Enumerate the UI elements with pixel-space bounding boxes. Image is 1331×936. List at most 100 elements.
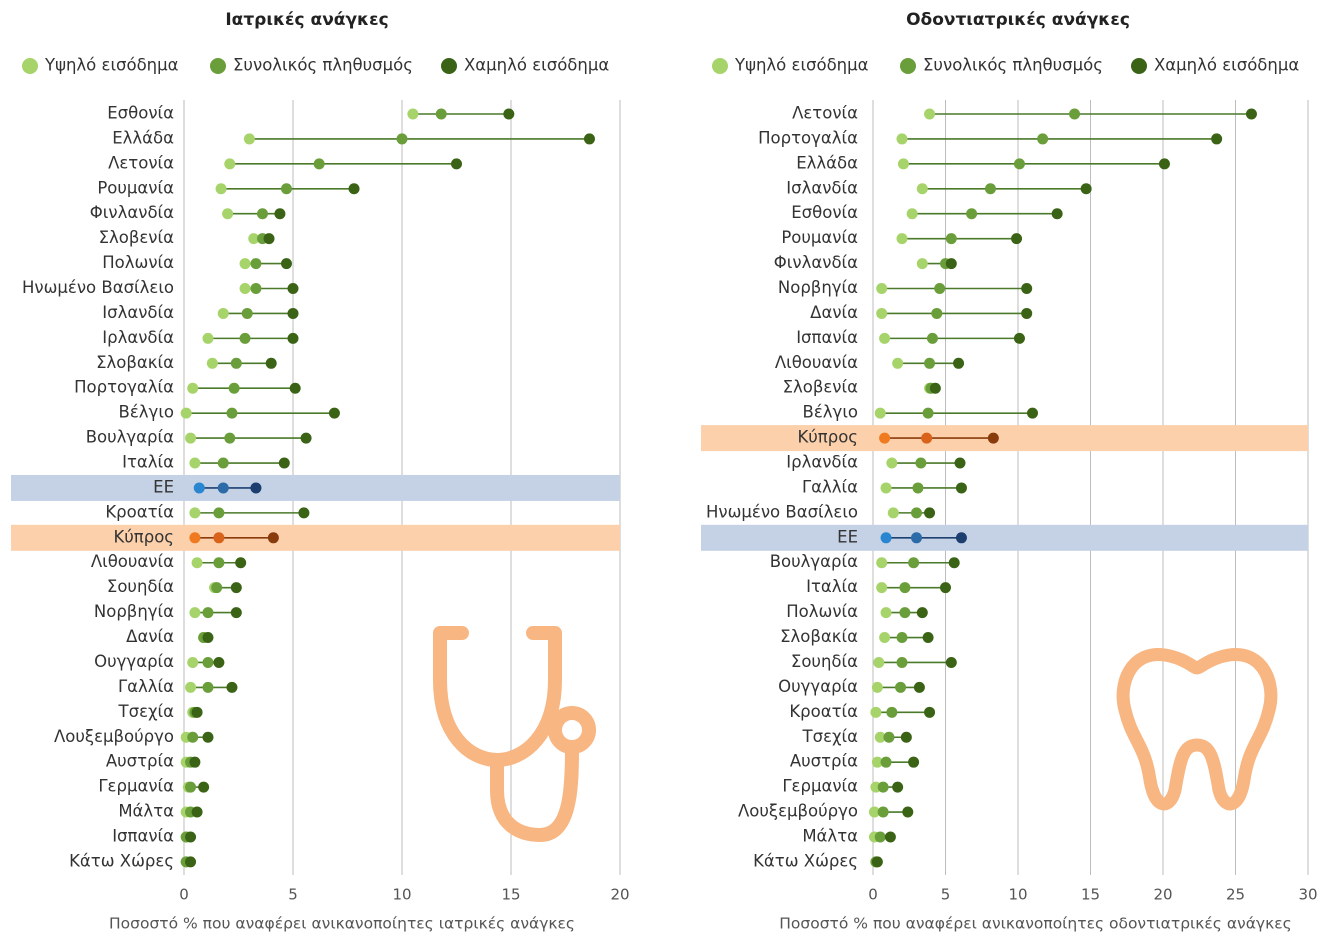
highlight-band [11,474,620,501]
dot [871,681,883,693]
category-label: Σλοβακία [96,353,174,372]
dot [217,307,229,319]
legend-label: Συνολικός πληθυσμός [233,56,413,75]
category-label: Λιθουανία [775,353,858,372]
dot [883,731,895,743]
category-label: Εσθονία [107,104,174,123]
dot [224,432,236,444]
category-label: Τσεχία [802,727,859,746]
category-label: Γερμανία [98,777,174,796]
dot [874,407,886,419]
dot [226,407,238,419]
dot [1245,108,1257,120]
dot [886,706,898,718]
dot [206,357,218,369]
dot [886,457,898,469]
category-label: Πολωνία [786,602,858,621]
dot [503,108,515,120]
dot [191,806,203,818]
dot [955,482,967,494]
dot [230,607,242,619]
dot [280,258,292,270]
dot [583,133,595,145]
highlight-band [701,524,1308,551]
legend-label: Χαμηλό εισόδημα [1154,56,1299,75]
dot [1027,407,1038,419]
dot [187,731,199,743]
chart-title: Οδοντιατρικές ανάγκες [906,10,1130,30]
dot [215,183,227,195]
bands [701,425,1308,551]
category-label: Πολωνία [102,253,174,272]
dot [899,582,911,594]
dot [300,432,312,444]
highlight-band [701,425,1308,452]
x-tick-label: 5 [288,886,298,904]
category-label: Ισπανία [112,826,174,845]
dot [892,357,904,369]
stethoscope-icon [433,626,596,842]
category-label: Σουηδία [107,577,174,596]
dot [180,407,192,419]
dot [198,781,210,793]
dot [193,482,205,494]
dot [1013,158,1025,170]
tooth-icon [1116,648,1278,811]
dot [280,183,292,195]
dot [879,632,891,644]
dot [185,781,197,793]
category-label: Φινλανδία [774,253,858,272]
dot [250,482,262,494]
category-label: Βουλγαρία [86,428,174,447]
legend-marker [441,58,457,74]
x-tick-label: 15 [1081,886,1100,904]
dot [189,457,201,469]
dot [265,357,277,369]
dot [906,208,918,220]
category-label: Βέλγιο [119,403,174,422]
chart: Ιατρικές ανάγκες Υψηλό εισόδημα Συνολικός … [11,10,630,933]
dot [243,133,255,145]
dot [887,507,899,519]
bands [11,474,620,551]
legend-label: Υψηλό εισόδημα [44,56,179,75]
category-label: Κροατία [789,702,858,721]
dot [1011,233,1023,245]
dot [185,681,197,693]
x-axis-label: Ποσοστό % που αναφέρει ανικανοποίητες ια… [109,915,575,933]
dot [871,756,883,768]
dot [241,307,253,319]
dot [926,332,938,344]
x-tick-label: 30 [1298,886,1317,904]
dot [924,108,936,120]
category-label: Ουγγαρία [94,652,174,671]
dot [916,258,928,270]
dot [1021,307,1033,319]
dot [880,756,892,768]
category-label: Γαλλία [118,677,174,696]
chart: Οδοντιατρικές ανάγκες Υψηλό εισόδημα Συνολ… [701,10,1318,933]
dot [287,332,299,344]
category-label: Εσθονία [791,203,858,222]
category-label: Αυστρία [106,752,174,771]
category-label: Σλοβενία [99,228,175,247]
dot [187,656,199,668]
dot [263,233,275,245]
category-label: Ρουμανία [97,178,174,197]
dot [924,706,936,718]
x-tick-label: 0 [179,886,189,904]
dot [871,856,883,868]
category-label: Νορβηγία [778,278,858,297]
dot [874,831,886,843]
category-label: Δανία [810,303,858,322]
dot [877,806,889,818]
legend-marker [712,58,728,74]
dot [267,532,279,544]
dot [896,133,908,145]
category-label: Μάλτα [802,826,858,845]
category-label: Λουξεμβούργο [738,802,858,821]
x-tick-label: 5 [941,886,951,904]
dot [876,557,888,569]
category-label: ΕΕ [153,477,174,496]
dot [953,357,965,369]
